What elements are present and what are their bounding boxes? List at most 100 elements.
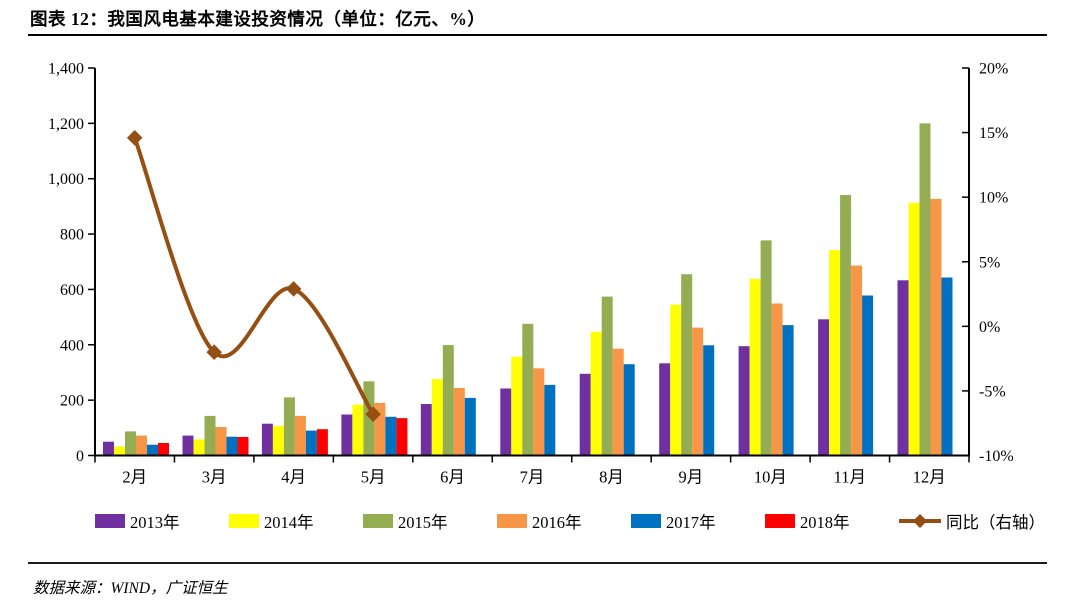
legend-label: 2013年 (130, 513, 180, 532)
bar-2013年-3月 (182, 435, 194, 456)
legend-item-2018年: 2018年 (765, 509, 850, 533)
bar-2016年-7月 (533, 368, 545, 456)
yoy-line (132, 137, 375, 416)
legend-item-2013年: 2013年 (95, 509, 180, 533)
yoy-line-group (126, 130, 381, 422)
bar-2014年-5月 (352, 404, 364, 456)
yoy-diamond-marker (126, 130, 143, 146)
legend-label: 2016年 (532, 513, 582, 532)
bar-2013年-12月 (897, 280, 909, 456)
bar-2016年-9月 (692, 327, 704, 456)
bar-2014年-7月 (511, 356, 523, 456)
bar-2015年-5月 (363, 381, 375, 456)
right-axis-tick-label: 5% (979, 254, 1000, 271)
bar-2015年-7月 (522, 323, 534, 456)
right-axis-tick-label: -5% (979, 383, 1006, 400)
bar-2015年-4月 (283, 397, 295, 456)
bar-2015年-3月 (204, 415, 216, 456)
bar-2016年-8月 (612, 348, 624, 456)
wind-investment-chart: 0 200 400 600 800 1,000 1,200 1,400 -10% -5% 0% 5% 1… (48, 61, 1014, 487)
bar-2013年-7月 (500, 388, 512, 456)
bar-2016年-6月 (453, 388, 465, 456)
legend-label: 2015年 (398, 513, 448, 532)
x-axis-month-label: 8月 (599, 468, 624, 487)
bar-2014年-8月 (590, 331, 602, 456)
bar-2017年-12月 (941, 277, 953, 456)
bar-2017年-2月 (147, 444, 158, 456)
x-axis-month-label: 4月 (281, 468, 306, 487)
x-axis-month-label: 10月 (754, 468, 787, 487)
left-axis-tick-label: 600 (60, 282, 84, 299)
bar-2017年-7月 (544, 384, 556, 456)
bar-2016年-3月 (215, 427, 227, 456)
bar-2018年-3月 (237, 437, 249, 456)
bar-2017年-4月 (305, 430, 317, 456)
bar-2017年-11月 (862, 295, 874, 456)
bar-2016年-5月 (374, 402, 386, 456)
bar-2014年-6月 (431, 379, 443, 456)
bar-2013年-10月 (738, 346, 750, 456)
x-axis-month-label: 9月 (679, 468, 704, 487)
right-axis-tick-label: 0% (979, 319, 1000, 336)
legend-label: 同比（右轴） (946, 513, 1045, 532)
x-axis-month-label: 6月 (440, 468, 465, 487)
bar-2017年-6月 (464, 397, 476, 456)
bar-2017年-10月 (782, 325, 794, 456)
x-axis-month-label: 11月 (834, 468, 866, 487)
x-axis-month-label: 5月 (361, 468, 386, 487)
x-axis-month-label: 3月 (202, 468, 227, 487)
bar-2017年-3月 (226, 436, 238, 456)
legend-item-2017年: 2017年 (631, 509, 716, 533)
data-source-note: 数据来源：WIND，广证恒生 (33, 580, 228, 597)
x-axis-month-label: 7月 (520, 468, 545, 487)
bar-2013年-11月 (818, 319, 830, 456)
left-axis-tick-label: 1,000 (48, 171, 84, 188)
bar-2013年-8月 (579, 373, 591, 456)
legend-label: 2014年 (264, 513, 314, 532)
legend-label: 2018年 (800, 513, 850, 532)
left-axis-tick-label: 0 (76, 448, 84, 465)
legend-item-同比（右轴）: 同比（右轴） (899, 509, 1045, 533)
legend-swatch-icon (497, 514, 527, 528)
right-axis-tick-label: 10% (979, 190, 1008, 207)
bar-2018年-4月 (316, 429, 328, 456)
bar-2014年-11月 (829, 250, 841, 456)
bar-2013年-5月 (341, 414, 353, 456)
bar-2014年-4月 (272, 425, 284, 456)
bar-2014年-3月 (193, 439, 205, 456)
legend-swatch-icon (229, 514, 259, 528)
bar-2014年-9月 (670, 304, 682, 456)
legend-item-2015年: 2015年 (363, 509, 448, 533)
chart-title: 图表 12：我国风电基本建设投资情况（单位：亿元、%） (30, 9, 486, 29)
x-axis-month-label: 12月 (913, 468, 946, 487)
bar-2018年-5月 (396, 418, 408, 456)
legend-label: 2017年 (666, 513, 716, 532)
bar-2015年-12月 (919, 123, 931, 456)
left-axis-tick-label: 400 (60, 337, 84, 354)
bar-2015年-2月 (125, 431, 136, 456)
left-axis-tick-label: 1,200 (48, 116, 84, 133)
chart-legend: 2013年 2014年 2015年 2016年 2017年 2018年 同比（右轴） (95, 509, 1045, 533)
title-underline (28, 34, 1047, 36)
bar-2017年-5月 (385, 416, 397, 456)
bar-2013年-2月 (103, 441, 114, 456)
bar-2015年-6月 (442, 345, 454, 456)
bar-2015年-8月 (601, 296, 613, 456)
bar-2016年-11月 (851, 265, 863, 456)
legend-swatch-icon (765, 514, 795, 528)
bar-2014年-2月 (114, 446, 125, 456)
right-axis-tick-label: 15% (979, 125, 1008, 142)
axes-group: 0 200 400 600 800 1,000 1,200 1,400 -10% -5% 0% 5% 1… (48, 61, 1014, 487)
legend-swatch-icon (95, 514, 125, 528)
bars-group (103, 123, 953, 456)
bar-2017年-8月 (623, 364, 635, 456)
left-axis-tick-label: 1,400 (48, 61, 84, 78)
right-axis-tick-label: -10% (979, 448, 1014, 465)
legend-line-marker-icon (899, 514, 941, 528)
bar-2016年-4月 (294, 415, 306, 456)
bar-2014年-12月 (908, 202, 920, 456)
bar-2015年-9月 (681, 274, 693, 456)
bar-2016年-2月 (136, 435, 147, 456)
bar-2013年-9月 (659, 363, 671, 456)
